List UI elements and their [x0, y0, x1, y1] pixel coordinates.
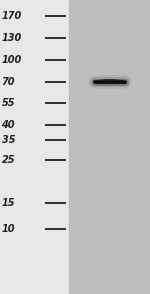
Bar — [0, 0, 69, 294]
Text: 35: 35 — [2, 135, 15, 145]
Text: 40: 40 — [2, 120, 15, 130]
Text: 170: 170 — [2, 11, 22, 21]
Text: 100: 100 — [2, 55, 22, 65]
Text: 25: 25 — [2, 155, 15, 165]
Bar — [69, 0, 150, 294]
Text: 10: 10 — [2, 224, 15, 234]
Text: 55: 55 — [2, 98, 15, 108]
Text: 70: 70 — [2, 77, 15, 87]
Text: 15: 15 — [2, 198, 15, 208]
Text: 130: 130 — [2, 33, 22, 43]
